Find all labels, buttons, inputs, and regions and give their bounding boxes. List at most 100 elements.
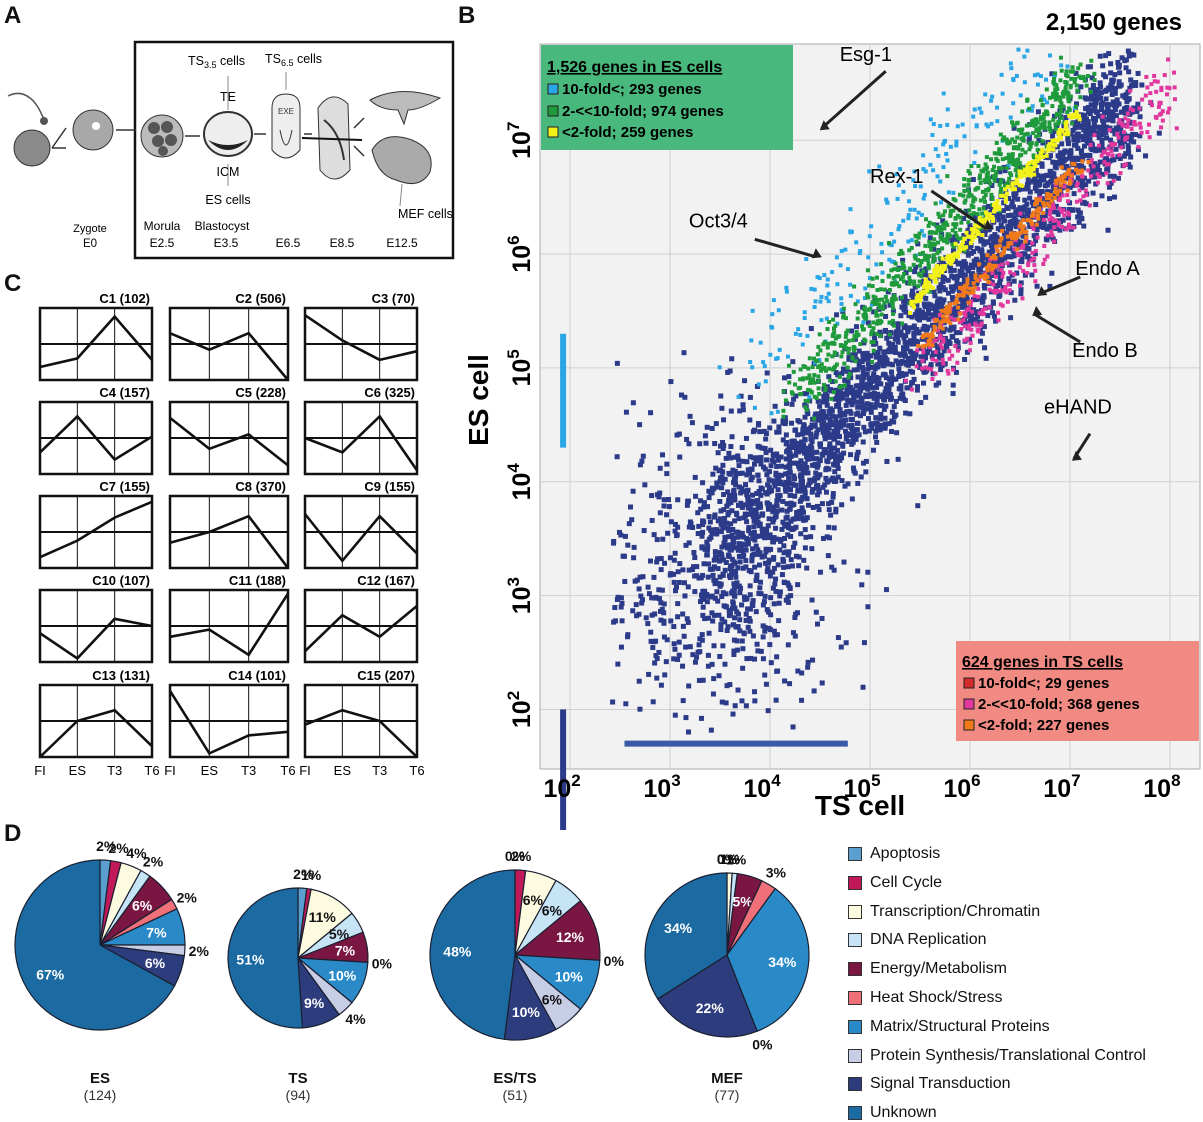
scatter-point [938, 336, 942, 340]
scatter-point [879, 262, 883, 266]
scatter-point [915, 348, 919, 352]
scatter-point [891, 420, 896, 425]
scatter-point [833, 416, 838, 421]
scatter-point [1045, 254, 1049, 258]
scatter-point [764, 472, 769, 477]
scatter-point [832, 326, 836, 330]
scatter-point [984, 210, 988, 214]
scatter-point [1114, 127, 1119, 132]
scatter-point [880, 313, 884, 317]
scatter-point [938, 179, 942, 183]
scatter-point [835, 440, 840, 445]
scatter-point [821, 485, 826, 490]
scatter-point [1018, 259, 1023, 264]
scatter-point [622, 579, 627, 584]
scatter-point [781, 409, 785, 413]
scatter-point [969, 341, 973, 345]
scatter-point [1066, 199, 1070, 203]
scatter-point [765, 569, 770, 574]
scatter-point [939, 200, 943, 204]
scatter-point [1060, 154, 1065, 159]
scatter-point [784, 432, 789, 437]
scatter-point [828, 417, 833, 422]
scatter-point [1045, 183, 1050, 188]
scatter-point [903, 372, 908, 377]
scatter-point [1075, 146, 1080, 151]
scatter-point [723, 537, 728, 542]
scatter-point [724, 521, 729, 526]
scatter-point [915, 388, 920, 393]
arrow-icon [354, 118, 364, 128]
scatter-point [922, 233, 926, 237]
scatter-point [744, 703, 749, 708]
scatter-point [842, 484, 847, 489]
scatter-point [751, 633, 756, 638]
scatter-point [954, 140, 958, 144]
scatter-point [844, 431, 849, 436]
scatter-point [717, 654, 722, 659]
scatter-point [972, 281, 976, 285]
scatter-point [807, 395, 811, 399]
te-label: TE [220, 90, 236, 104]
scatter-point [941, 213, 945, 217]
scatter-point [874, 310, 878, 314]
scatter-point [921, 494, 926, 499]
scatter-point [1165, 92, 1169, 96]
scatter-point [1145, 85, 1149, 89]
scatter-point [1070, 121, 1074, 125]
scatter-point [761, 465, 766, 470]
scatter-point [714, 480, 719, 485]
scatter-point [991, 264, 995, 268]
scatter-point [971, 205, 975, 209]
scatter-point [747, 629, 752, 634]
scatter-point [757, 523, 762, 528]
scatter-point [730, 712, 735, 717]
scatter-point [1005, 261, 1009, 265]
scatter-point [962, 311, 966, 315]
scatter-point [795, 669, 800, 674]
scatter-point [1032, 263, 1036, 267]
scatter-point [994, 256, 998, 260]
scatter-point [855, 421, 860, 426]
scatter-point [1030, 214, 1034, 218]
scatter-point [863, 339, 867, 343]
scatter-point [798, 392, 802, 396]
scatter-point [983, 200, 987, 204]
scatter-point [774, 669, 779, 674]
scatter-point [988, 181, 992, 185]
scatter-point [921, 153, 925, 157]
scatter-point [832, 525, 837, 530]
scatter-point [941, 340, 945, 344]
cluster-line [305, 514, 417, 561]
scatter-point [1112, 72, 1117, 77]
y-tick-label: 105 [504, 349, 536, 386]
scatter-point [963, 273, 968, 278]
scatter-point [1116, 176, 1121, 181]
scatter-point [762, 629, 767, 634]
scatter-point [697, 678, 702, 683]
scatter-point [928, 235, 933, 240]
scatter-point [677, 432, 682, 437]
scatter-point [664, 462, 669, 467]
scatter-point [1096, 172, 1100, 176]
scatter-point [748, 607, 753, 612]
scatter-point [895, 281, 899, 285]
scatter-point [1014, 236, 1018, 240]
scatter-point [790, 402, 795, 407]
scatter-point [712, 581, 717, 586]
scatter-point [728, 455, 733, 460]
scatter-point [936, 380, 941, 385]
scatter-point [981, 190, 985, 194]
scatter-point [896, 274, 900, 278]
scatter-point [1075, 133, 1080, 138]
scatter-point [739, 602, 744, 607]
scatter-point [1115, 132, 1119, 136]
scatter-point [778, 480, 783, 485]
legend-swatch [964, 699, 974, 709]
scatter-point [818, 276, 822, 280]
scatter-point [908, 267, 912, 271]
scatter-point [800, 495, 805, 500]
scatter-point [960, 243, 964, 247]
scatter-point [919, 274, 923, 278]
scatter-point [1044, 78, 1048, 82]
